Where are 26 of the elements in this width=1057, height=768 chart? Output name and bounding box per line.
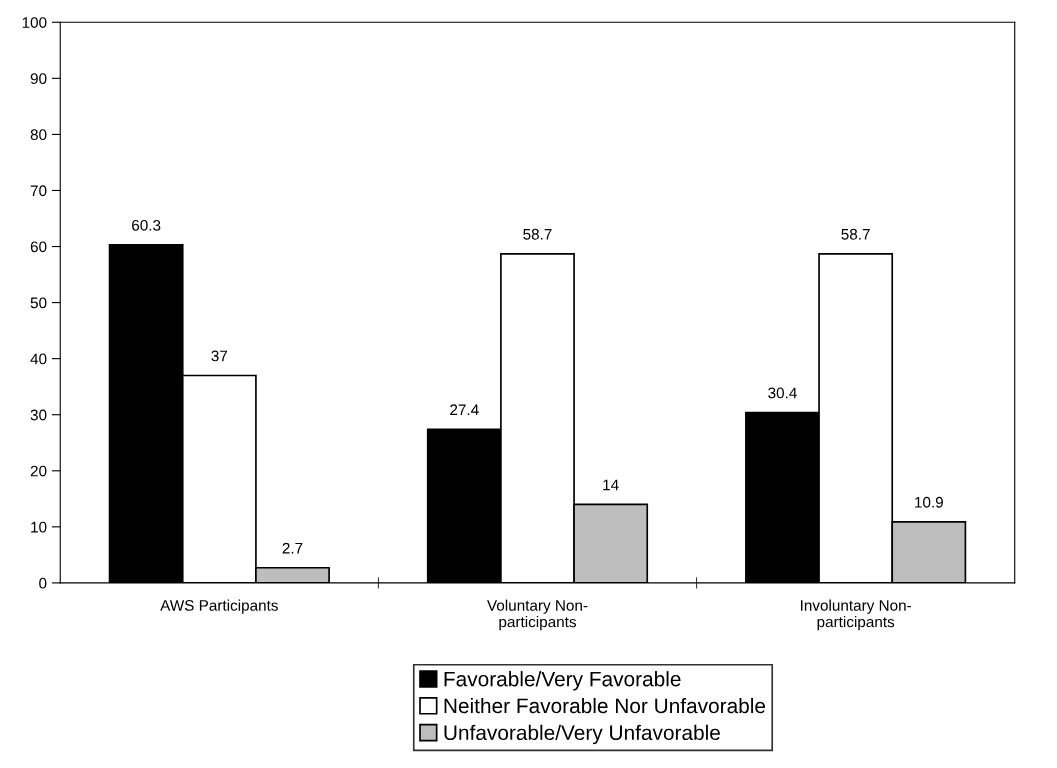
y-tick-label: 100 [22,17,47,28]
y-tick-label: 10 [31,521,47,533]
x-tick-label: Voluntary Non- participants [487,599,588,631]
data-label: 27.4 [450,404,479,416]
y-tick-label: 60 [30,241,47,253]
data-label: 60.3 [132,219,161,231]
y-tick-label: 70 [30,185,47,197]
y-tick-label: 50 [30,297,47,309]
y-tick-label: 90 [30,73,47,85]
data-label: 14 [603,479,619,491]
legend-label: Neither Favorable Nor Unfavorable [444,697,766,714]
y-tick-label: 20 [30,465,47,477]
data-label: 30.4 [768,387,797,399]
y-tick-label: 30 [30,409,47,421]
legend-label: Favorable/Very Favorable [444,671,681,691]
data-label: 58.7 [523,228,552,240]
y-tick-label: 40 [30,353,47,365]
x-tick-label: Involuntary Non- participants [801,599,912,631]
y-tick-label: 0 [39,577,47,589]
legend-label: Unfavorable/Very Unfavorable [444,724,720,745]
x-tick-label: AWS Participants [160,599,278,614]
data-label: 58.7 [841,228,870,240]
data-label: 37 [211,350,228,362]
data-label: 2.7 [282,542,303,554]
data-label: 10.9 [915,496,943,508]
y-tick-label: 80 [30,129,47,141]
